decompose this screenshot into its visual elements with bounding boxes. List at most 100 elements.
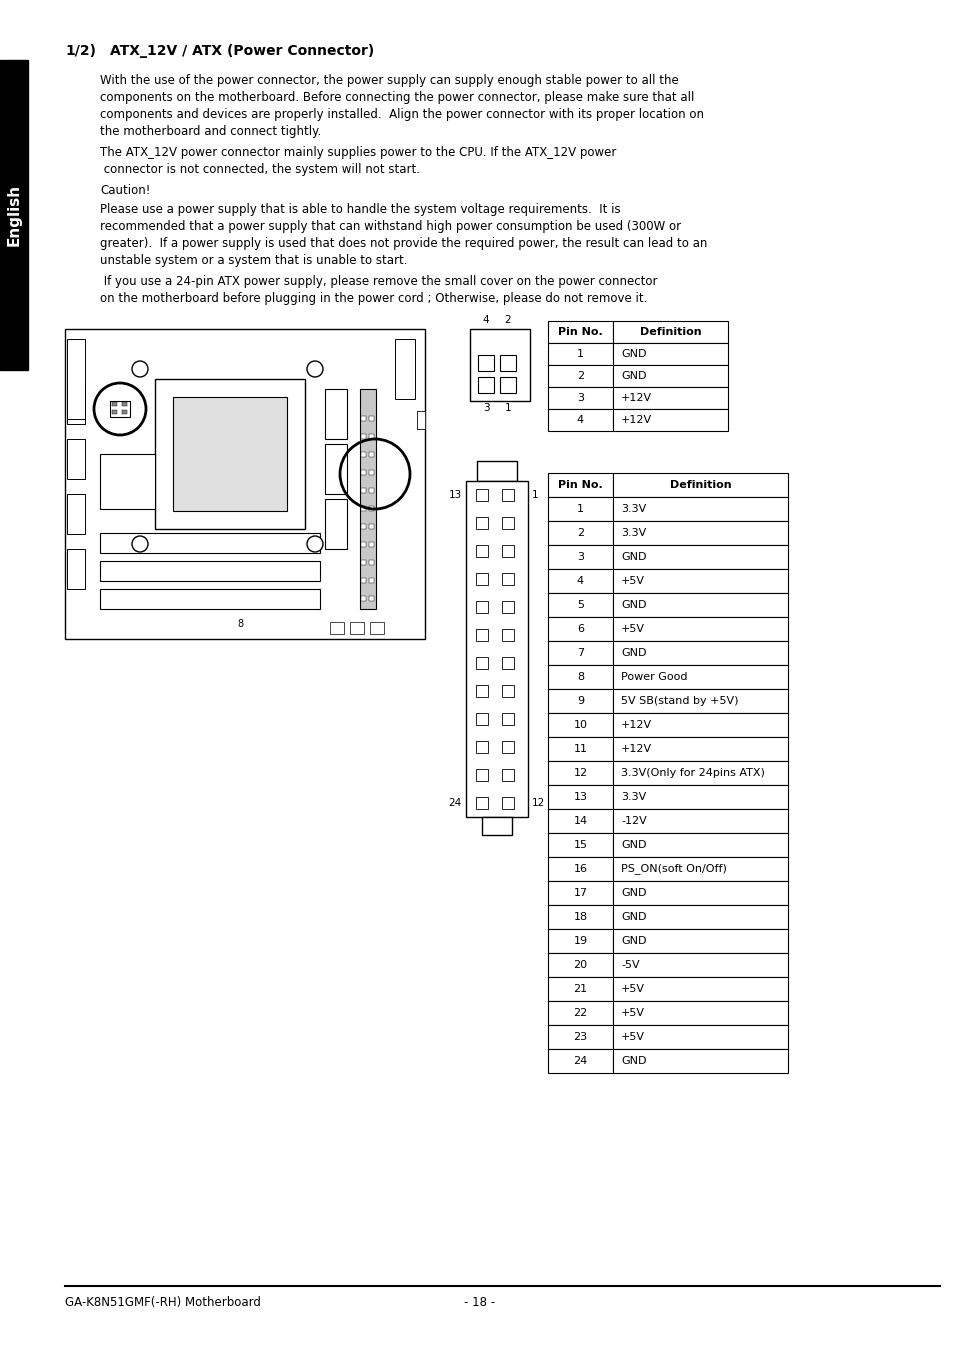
Bar: [369, 416, 374, 421]
Text: +12V: +12V: [620, 414, 652, 425]
Bar: [476, 769, 488, 781]
Text: +12V: +12V: [620, 720, 652, 730]
Text: 9: 9: [577, 696, 583, 705]
Bar: [547, 737, 613, 761]
Bar: [547, 1025, 613, 1049]
Text: 1: 1: [532, 490, 538, 500]
Bar: [547, 473, 613, 497]
Text: 12: 12: [532, 798, 545, 808]
Text: 13: 13: [448, 490, 461, 500]
Text: 7: 7: [577, 649, 583, 658]
Bar: [501, 685, 514, 697]
Bar: [613, 1025, 787, 1049]
Bar: [613, 546, 787, 569]
Text: Please use a power supply that is able to handle the system voltage requirements: Please use a power supply that is able t…: [100, 203, 620, 217]
Bar: [547, 1001, 613, 1025]
Bar: [481, 816, 512, 835]
Bar: [67, 548, 85, 589]
Bar: [501, 798, 514, 808]
Text: 4: 4: [577, 414, 583, 425]
Bar: [470, 329, 530, 401]
Text: -12V: -12V: [620, 816, 646, 826]
Text: GND: GND: [620, 552, 646, 562]
Text: GND: GND: [620, 371, 646, 380]
Bar: [547, 387, 613, 409]
Text: +5V: +5V: [620, 1007, 644, 1018]
Bar: [547, 1049, 613, 1072]
Circle shape: [307, 362, 323, 376]
Text: +5V: +5V: [620, 624, 644, 634]
Text: 3.3V: 3.3V: [620, 792, 645, 802]
Bar: [416, 412, 424, 429]
Bar: [613, 929, 787, 953]
Bar: [547, 497, 613, 521]
Text: Definition: Definition: [639, 328, 700, 337]
Bar: [360, 542, 366, 547]
Bar: [465, 481, 527, 816]
Bar: [360, 487, 366, 493]
Circle shape: [132, 362, 148, 376]
Text: 4: 4: [482, 315, 489, 325]
Bar: [67, 385, 85, 424]
Text: 14: 14: [573, 816, 587, 826]
Text: +12V: +12V: [620, 393, 652, 403]
Bar: [547, 409, 613, 431]
Bar: [369, 542, 374, 547]
Text: recommended that a power supply that can withstand high power consumption be use: recommended that a power supply that can…: [100, 219, 680, 233]
Text: GND: GND: [620, 839, 646, 850]
Bar: [122, 410, 127, 414]
Bar: [369, 578, 374, 584]
Bar: [330, 621, 344, 634]
Bar: [476, 517, 488, 529]
Text: 3.3V: 3.3V: [620, 528, 645, 538]
Bar: [547, 929, 613, 953]
Bar: [547, 640, 613, 665]
Circle shape: [307, 536, 323, 552]
Bar: [112, 410, 117, 414]
Text: 1: 1: [577, 349, 583, 359]
Text: 15: 15: [573, 839, 587, 850]
Text: 21: 21: [573, 984, 587, 994]
Bar: [112, 402, 117, 406]
Bar: [416, 412, 424, 429]
Bar: [172, 397, 287, 510]
Bar: [67, 338, 85, 418]
Bar: [476, 546, 488, 556]
Text: 5V SB(stand by +5V): 5V SB(stand by +5V): [620, 696, 738, 705]
Text: 3: 3: [577, 552, 583, 562]
Text: +5V: +5V: [620, 984, 644, 994]
Bar: [476, 657, 488, 669]
Bar: [350, 621, 364, 634]
Text: 1: 1: [504, 403, 511, 413]
Text: the motherboard and connect tightly.: the motherboard and connect tightly.: [100, 125, 321, 138]
Bar: [613, 473, 787, 497]
Bar: [476, 685, 488, 697]
Text: components and devices are properly installed.  Align the power connector with i: components and devices are properly inst…: [100, 108, 703, 121]
Bar: [613, 689, 787, 714]
Bar: [476, 741, 488, 753]
Text: 22: 22: [573, 1007, 587, 1018]
Text: GND: GND: [620, 1056, 646, 1066]
Bar: [547, 714, 613, 737]
Bar: [369, 487, 374, 493]
Bar: [476, 714, 488, 724]
Bar: [370, 621, 384, 634]
Text: 2: 2: [577, 528, 583, 538]
Bar: [499, 355, 516, 371]
Text: If you use a 24-pin ATX power supply, please remove the small cover on the power: If you use a 24-pin ATX power supply, pl…: [100, 275, 657, 288]
Text: English: English: [7, 184, 22, 246]
Text: connector is not connected, the system will not start.: connector is not connected, the system w…: [100, 162, 419, 176]
Bar: [613, 833, 787, 857]
Bar: [501, 601, 514, 613]
Bar: [501, 657, 514, 669]
Bar: [613, 409, 727, 431]
Bar: [100, 589, 319, 609]
Bar: [416, 412, 424, 429]
Bar: [501, 573, 514, 585]
Bar: [360, 524, 366, 529]
Bar: [369, 470, 374, 475]
Bar: [613, 761, 787, 785]
Text: 11: 11: [573, 743, 587, 754]
Bar: [547, 808, 613, 833]
Bar: [369, 506, 374, 510]
